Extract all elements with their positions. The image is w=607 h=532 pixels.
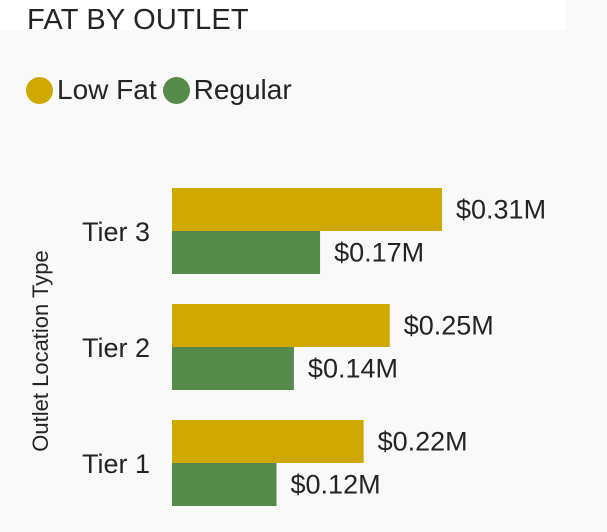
- bar-low-fat-tier-1[interactable]: [172, 420, 364, 463]
- bar-regular-tier-1[interactable]: [172, 463, 277, 506]
- data-label-low-fat-tier-3: $0.31M: [456, 195, 546, 225]
- y-tick-label-tier-3: Tier 3: [82, 217, 150, 247]
- legend-label-low-fat: Low Fat: [57, 74, 157, 105]
- y-tick-label-tier-1: Tier 1: [82, 449, 150, 479]
- legend-item-regular[interactable]: Regular: [162, 74, 292, 106]
- legend[interactable]: Low Fat Regular: [26, 74, 298, 106]
- bar-regular-tier-2[interactable]: [172, 347, 294, 390]
- legend-swatch-regular: [162, 76, 190, 104]
- bar-low-fat-tier-3[interactable]: [172, 188, 442, 231]
- legend-label-regular: Regular: [193, 74, 292, 105]
- bar-low-fat-tier-2[interactable]: [172, 304, 390, 347]
- legend-swatch-low-fat: [26, 76, 53, 104]
- data-label-regular-tier-3: $0.17M: [334, 238, 424, 268]
- data-label-low-fat-tier-1: $0.22M: [378, 427, 468, 457]
- y-axis-label: Outlet Location Type: [28, 250, 53, 451]
- title-strip: [0, 0, 566, 30]
- legend-item-low-fat[interactable]: Low Fat: [26, 74, 157, 106]
- y-tick-label-tier-2: Tier 2: [82, 333, 150, 363]
- bar-regular-tier-3[interactable]: [172, 231, 321, 274]
- data-label-regular-tier-1: $0.12M: [291, 470, 381, 500]
- data-label-regular-tier-2: $0.14M: [308, 354, 398, 384]
- chart-title: FAT BY OUTLET: [27, 4, 249, 36]
- data-label-low-fat-tier-2: $0.25M: [404, 311, 494, 341]
